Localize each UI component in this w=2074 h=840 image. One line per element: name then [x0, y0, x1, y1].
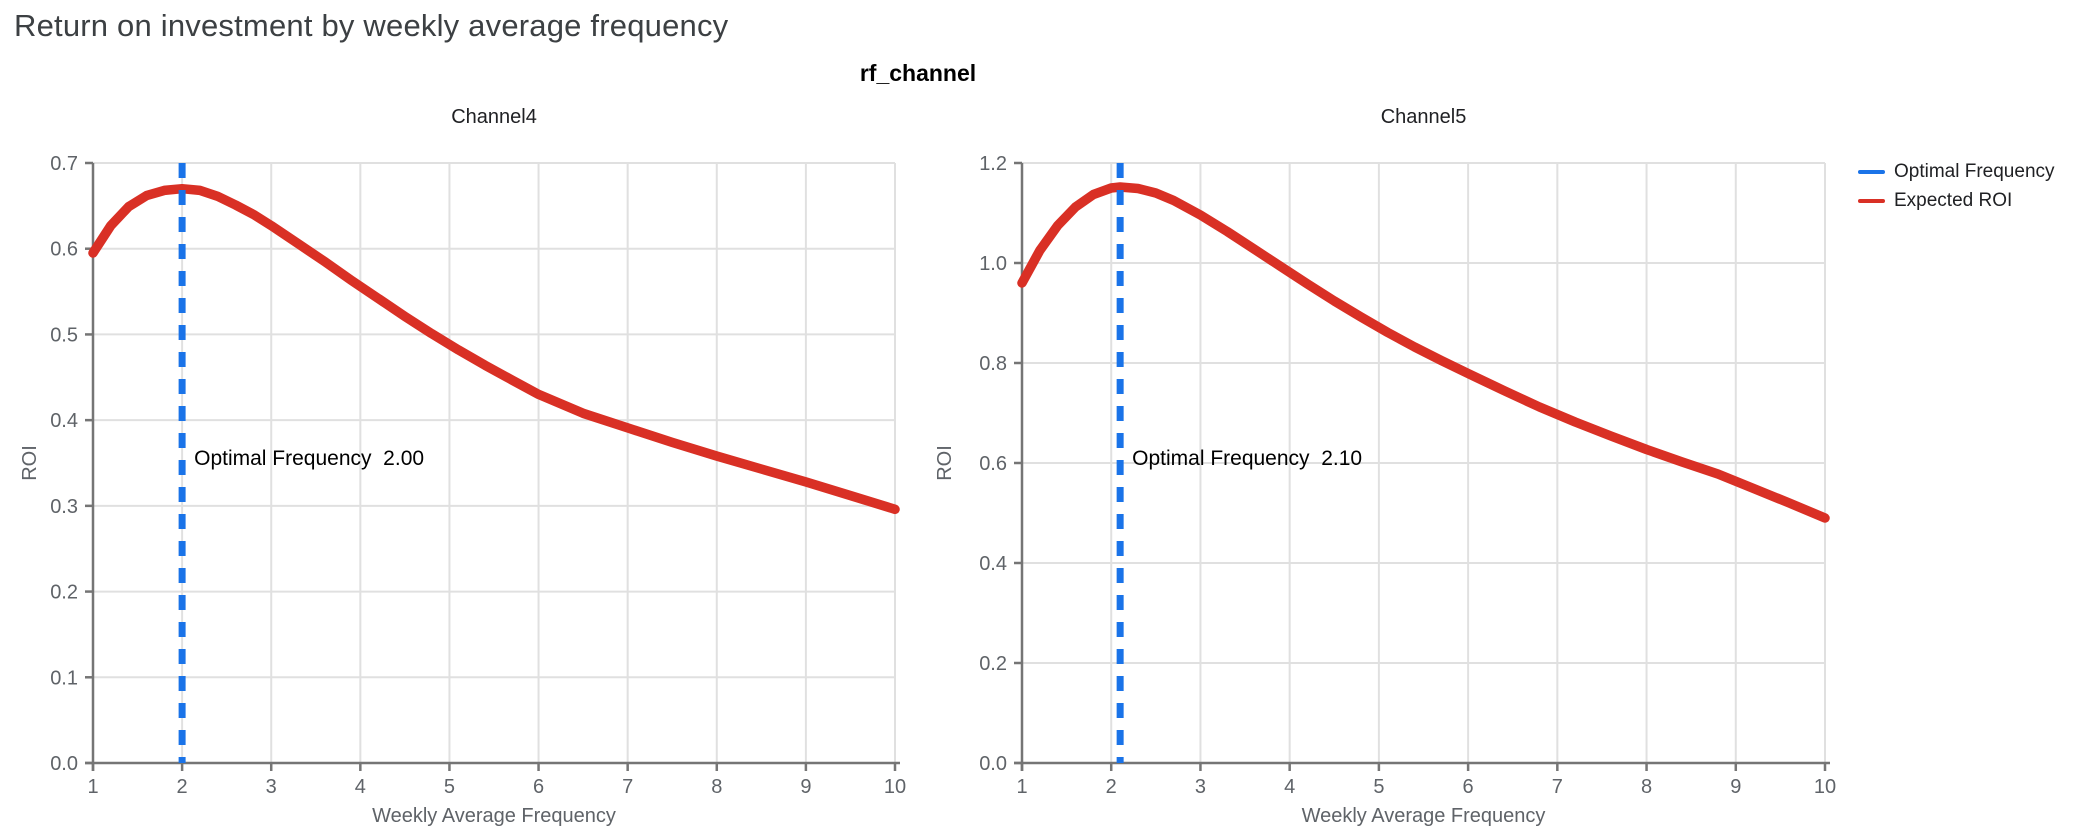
x-tick-label: 8 [1641, 776, 1652, 798]
y-tick-label: 0.2 [979, 653, 1007, 675]
x-tick-label: 2 [1106, 776, 1117, 798]
x-tick-label: 6 [1463, 776, 1474, 798]
expected-roi-line [1017, 182, 1830, 523]
x-tick-label: 10 [884, 776, 906, 798]
expected-roi-line [88, 183, 900, 515]
y-tick-label: 0.2 [50, 582, 78, 604]
x-tick-label: 9 [1730, 776, 1741, 798]
x-tick-label: 7 [1552, 776, 1563, 798]
y-axis-title: ROI [19, 445, 41, 481]
page-title: Return on investment by weekly average f… [14, 8, 729, 43]
legend-label: Expected ROI [1894, 189, 2013, 211]
optimal-frequency-annotation: Optimal Frequency 2.00 [194, 447, 424, 470]
chart-title: Channel4 [451, 106, 537, 128]
y-tick-label: 0.3 [50, 496, 78, 518]
x-tick-label: 9 [800, 776, 811, 798]
x-tick-label: 6 [533, 776, 544, 798]
y-axis-title: ROI [934, 445, 956, 481]
x-tick-label: 2 [177, 776, 188, 798]
y-tick-label: 0.0 [979, 753, 1007, 775]
expected-roi-line-icon [1858, 198, 1885, 203]
legend-label: Optimal Frequency [1894, 160, 2055, 182]
x-tick-label: 1 [87, 776, 98, 798]
roi-chart-channel4: 0.0 0.1 0.2 0.3 0.4 0.5 0.6 0.7 1 2 3 4 5 6 7 8 9 10 Chann… [19, 106, 906, 827]
y-tick-label: 0.4 [50, 410, 78, 432]
roi-chart-channel5: 0.0 0.2 0.4 0.6 0.8 1.0 1.2 1 2 3 4 5 6 7 8 9 10 Channel5… [934, 106, 1836, 827]
y-tick-label: 0.8 [979, 353, 1007, 375]
optimal-frequency-line-icon [1858, 169, 1885, 174]
y-tick-label: 1.0 [979, 253, 1007, 275]
x-tick-label: 4 [355, 776, 366, 798]
x-axis-title: Weekly Average Frequency [1302, 805, 1546, 827]
x-tick-label: 10 [1814, 776, 1836, 798]
optimal-frequency-annotation: Optimal Frequency 2.10 [1132, 447, 1362, 470]
x-tick-label: 7 [622, 776, 633, 798]
x-tick-label: 3 [1195, 776, 1206, 798]
facet-header: rf_channel [859, 60, 977, 86]
legend-item-optimal-frequency: Optimal Frequency [1858, 157, 2055, 186]
x-tick-label: 5 [1373, 776, 1384, 798]
y-tick-label: 0.4 [979, 553, 1007, 575]
legend-item-expected-roi: Expected ROI [1858, 186, 2055, 215]
legend: Optimal Frequency Expected ROI [1858, 157, 2055, 215]
chart-title: Channel5 [1381, 106, 1467, 128]
y-tick-label: 0.7 [50, 153, 78, 175]
y-tick-label: 0.0 [50, 753, 78, 775]
x-tick-label: 3 [266, 776, 277, 798]
y-tick-label: 1.2 [979, 153, 1007, 175]
x-tick-label: 4 [1284, 776, 1295, 798]
x-axis-title: Weekly Average Frequency [372, 805, 616, 827]
y-tick-label: 0.5 [50, 324, 78, 346]
x-tick-label: 8 [711, 776, 722, 798]
y-tick-label: 0.1 [50, 667, 78, 689]
y-tick-label: 0.6 [50, 239, 78, 261]
x-tick-label: 5 [444, 776, 455, 798]
y-tick-label: 0.6 [979, 453, 1007, 475]
x-tick-label: 1 [1016, 776, 1027, 798]
